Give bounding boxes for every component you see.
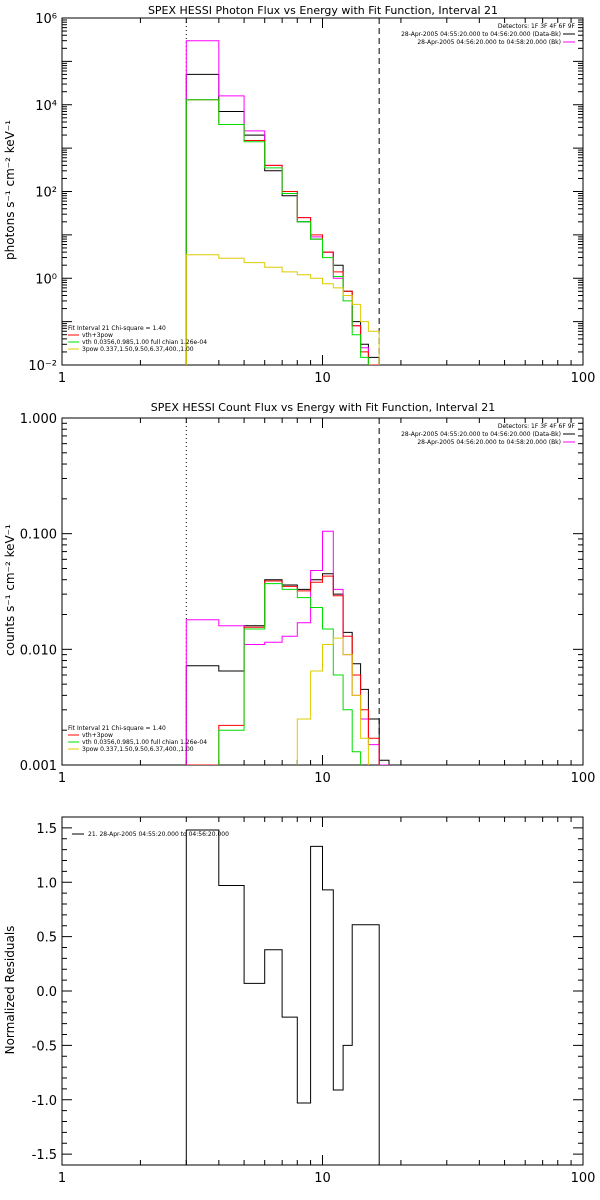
y-tick-label: 1.5 [36,822,57,837]
legend-top-right-line: Detectors: 1F 3F 4F 6F 9F [498,23,576,30]
series-line-3 [218,583,362,765]
y-tick-label: 10⁰ [35,272,57,287]
y-tick-label: 10² [35,186,57,201]
fit-legend-entry: 3pow 0.337,1.50,9.50,6.37,400.,1.00 [82,346,194,353]
legend-top-right-line: 28-Apr-2005 04:56:20.000 to 04:58:20.000… [417,439,561,446]
x-tick-label: 10 [314,371,331,386]
x-tick-label: 100 [571,1171,596,1186]
legend-top-right-line: 28-Apr-2005 04:55:20.000 to 04:56:20.000… [401,31,561,38]
count-flux-ylabel: counts s⁻¹ cm⁻² keV⁻¹ [3,524,17,656]
residuals-ylabel: Normalized Residuals [3,926,17,1055]
fit-legend-entry: vth+3pow [82,332,113,339]
series-line-4 [296,637,369,765]
residuals-panel: Normalized Residuals 1 10 100 -1.5 -1.0 -0.5 0… [3,816,596,1186]
legend-top-right-line: 28-Apr-2005 04:56:20.000 to 04:58:20.000… [417,39,561,46]
y-tick-label: 10⁴ [35,99,57,114]
count-flux-panel: SPEX HESSI Count Flux vs Energy with Fit… [3,401,596,786]
x-tick-label: 1 [58,771,66,786]
y-tick-label: 0.010 [20,643,57,658]
legend-top-right-line: 28-Apr-2005 04:55:20.000 to 04:56:20.000… [401,431,561,438]
y-tick-label: -1.0 [32,1094,57,1109]
x-tick-label: 100 [571,771,596,786]
fit-legend-entry: vth 0.0356,0.985,1.00 full chian 1.26e-0… [82,739,207,746]
x-tick-label: 10 [314,1171,331,1186]
y-tick-label: 1.000 [20,412,57,427]
y-tick-label: 10⁶ [35,12,57,27]
series-line-3 [185,99,369,365]
fit-legend-header: Fit Interval 21 Chi-square = 1.40 [68,725,166,732]
photon-flux-ylabel: photons s⁻¹ cm⁻² keV⁻¹ [3,120,17,260]
photon-flux-panel: SPEX HESSI Photon Flux vs Energy with Fi… [3,4,595,386]
y-tick-label: 10⁻² [28,359,57,374]
fit-legend-header: Fit Interval 21 Chi-square = 1.40 [68,325,166,332]
y-tick-label: -1.5 [32,1148,57,1163]
y-tick-label: 0.5 [36,931,57,946]
y-tick-label: -0.5 [32,1039,57,1054]
fit-legend-entry: vth 0.0356,0.985,1.00 full chian 1.26e-0… [82,339,207,346]
photon-flux-title: SPEX HESSI Photon Flux vs Energy with Fi… [148,4,498,17]
y-tick-label: 0.100 [20,528,57,543]
x-tick-label: 100 [571,371,596,386]
y-tick-label: 0.0 [36,985,57,1000]
fit-legend-entry: vth+3pow [82,732,113,739]
y-tick-label: 1.0 [36,876,57,891]
y-tick-label: 0.001 [20,759,57,774]
count-flux-title: SPEX HESSI Count Flux vs Energy with Fit… [151,401,495,414]
fit-legend-entry: 3pow 0.337,1.50,9.50,6.37,400.,1.00 [82,746,194,753]
x-tick-label: 10 [314,771,331,786]
legend-top-right-line: Detectors: 1F 3F 4F 6F 9F [498,423,576,430]
series-line-0 [185,829,380,1165]
series-line-4 [185,254,380,365]
x-tick-label: 1 [58,371,66,386]
residual-legend-entry: 21. 28-Apr-2005 04:55:20.000 to 04:56:20… [88,831,229,838]
x-tick-label: 1 [58,1171,66,1186]
